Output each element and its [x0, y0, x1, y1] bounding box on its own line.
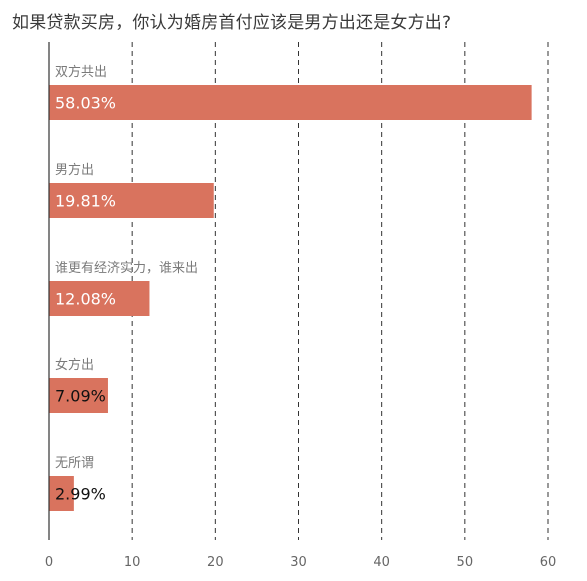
bar-4 [49, 476, 74, 511]
value-label-3: 7.09% [55, 387, 106, 406]
category-label-1: 男方出 [55, 162, 94, 178]
x-tick-labels: 0 10 20 30 40 50 60 [45, 555, 556, 570]
x-tick-label-40: 40 [373, 555, 390, 570]
x-tick-label-20: 20 [207, 555, 224, 570]
bar-2 [49, 281, 150, 316]
category-label-2: 谁更有经济实力，谁来出 [55, 261, 198, 276]
x-tick-label-60: 60 [540, 555, 557, 570]
category-label-0: 双方共出 [55, 64, 107, 80]
x-tick-label-10: 10 [124, 555, 141, 570]
x-tick-label-0: 0 [45, 555, 53, 570]
value-labels: 58.03% 19.81% 12.08% 7.09% 2.99% [55, 94, 116, 504]
value-label-1: 19.81% [55, 192, 116, 211]
bars [49, 85, 532, 511]
chart-title: 如果贷款买房，你认为婚房首付应该是男方出还是女方出? [12, 13, 452, 33]
value-label-4: 2.99% [55, 485, 106, 504]
value-label-0: 58.03% [55, 94, 116, 113]
gridlines [131, 42, 549, 540]
bar-1 [49, 183, 214, 218]
bar-3 [49, 378, 108, 413]
category-label-4: 无所谓 [55, 456, 94, 471]
bar-0 [49, 85, 532, 120]
x-tick-label-30: 30 [290, 555, 307, 570]
category-label-3: 女方出 [55, 357, 94, 373]
value-label-2: 12.08% [55, 290, 116, 309]
x-tick-label-50: 50 [457, 555, 474, 570]
